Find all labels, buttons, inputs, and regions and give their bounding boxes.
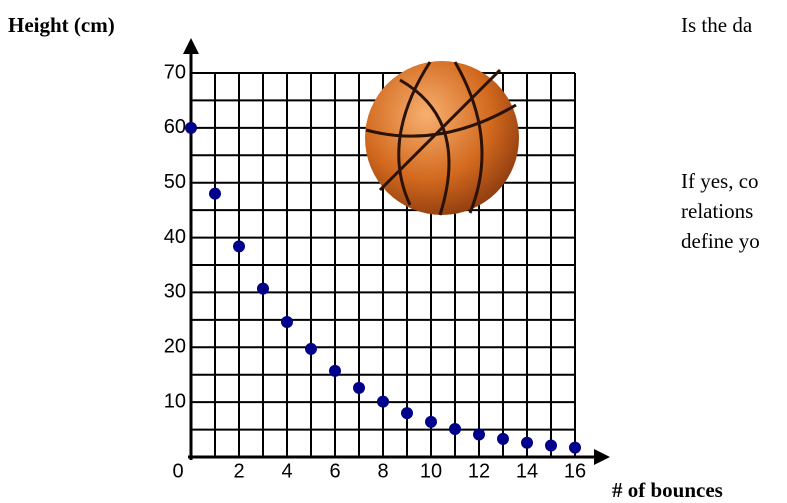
x-tick-label: 2 (233, 460, 244, 482)
x-tick-label: 8 (377, 460, 388, 482)
point (233, 240, 245, 253)
point (305, 342, 317, 355)
y-tick-label: 40 (164, 226, 186, 248)
x-tick-label: 0 (172, 460, 183, 482)
point (401, 407, 413, 420)
y-tick-label: 10 (164, 390, 186, 412)
point (257, 282, 269, 295)
x-tick-label: 14 (516, 460, 538, 482)
point (497, 432, 509, 445)
point (377, 395, 389, 408)
side-text: define yo (681, 229, 760, 253)
side-text: If yes, co (681, 169, 759, 193)
y-arrow (183, 38, 199, 54)
x-arrow (594, 449, 610, 465)
point (569, 441, 581, 454)
y-tick-label: 60 (164, 116, 186, 138)
point (449, 423, 461, 436)
x-tick-label: 4 (281, 460, 292, 482)
y-tick-label: 70 (164, 61, 186, 83)
x-axis-title: # of bounces (612, 478, 723, 502)
y-tick-label: 30 (164, 281, 186, 303)
point (209, 187, 221, 200)
point (281, 316, 293, 329)
y-tick-label: 20 (164, 336, 186, 358)
point (329, 364, 341, 377)
y-tick-label: 50 (164, 171, 186, 193)
point (185, 121, 197, 134)
side-text: Is the da (681, 13, 753, 37)
x-tick-label: 10 (420, 460, 442, 482)
x-tick-label: 16 (564, 460, 586, 482)
x-tick-label: 12 (468, 460, 490, 482)
point (473, 428, 485, 441)
point (425, 415, 437, 428)
basketball (365, 61, 519, 216)
side-text: relations (681, 199, 753, 223)
point (521, 436, 533, 449)
y-axis-title: Height (cm) (8, 13, 115, 37)
point (545, 439, 557, 452)
x-tick-label: 6 (329, 460, 340, 482)
point (353, 381, 365, 394)
